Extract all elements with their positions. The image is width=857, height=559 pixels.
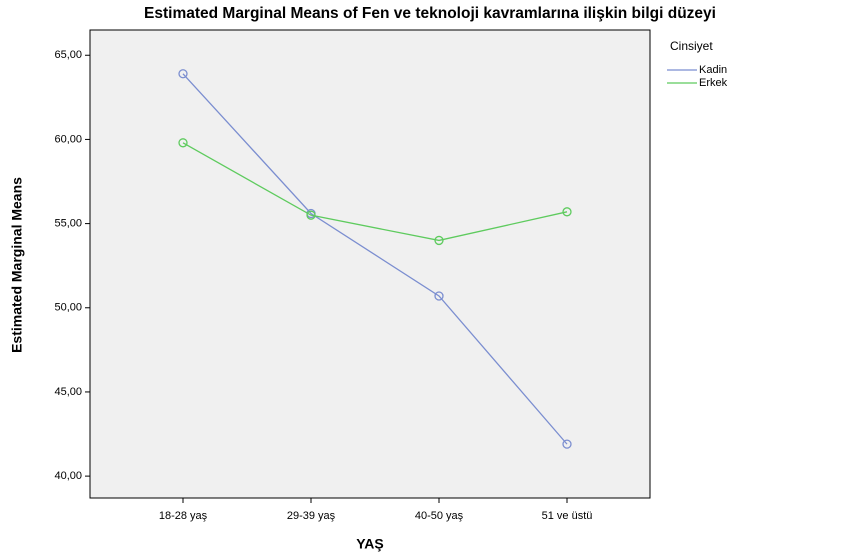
point-marker (434, 291, 444, 301)
legend-title: Cinsiyet (670, 39, 713, 53)
y-tick-label: 40,00 (54, 470, 82, 482)
x-tick-label: 29-39 yaş (287, 510, 336, 522)
x-tick-label: 40-50 yaş (415, 510, 464, 522)
point-marker (178, 69, 188, 79)
y-tick-label: 65,00 (54, 49, 82, 61)
x-tick-label: 51 ve üstü (542, 510, 593, 522)
plot-area (89, 29, 651, 499)
x-tick-label: 18-28 yaş (159, 510, 208, 522)
legend-label: Erkek (699, 77, 728, 89)
chart-title: Estimated Marginal Means of Fen ve tekno… (144, 5, 716, 22)
point-marker (562, 207, 572, 217)
x-axis-label: YAŞ (356, 536, 384, 552)
y-tick-label: 50,00 (54, 302, 82, 314)
y-tick-label: 45,00 (54, 386, 82, 398)
series-line (182, 142, 568, 242)
point-marker (178, 138, 188, 148)
point-marker (562, 439, 572, 449)
y-tick-label: 55,00 (54, 218, 82, 230)
point-marker (434, 235, 444, 246)
y-tick-label: 60,00 (54, 133, 82, 145)
series-line (182, 73, 568, 445)
y-axis-label: Estimated Marginal Means (9, 177, 25, 353)
legend-label: Kadin (699, 64, 727, 76)
point-marker (306, 210, 316, 220)
